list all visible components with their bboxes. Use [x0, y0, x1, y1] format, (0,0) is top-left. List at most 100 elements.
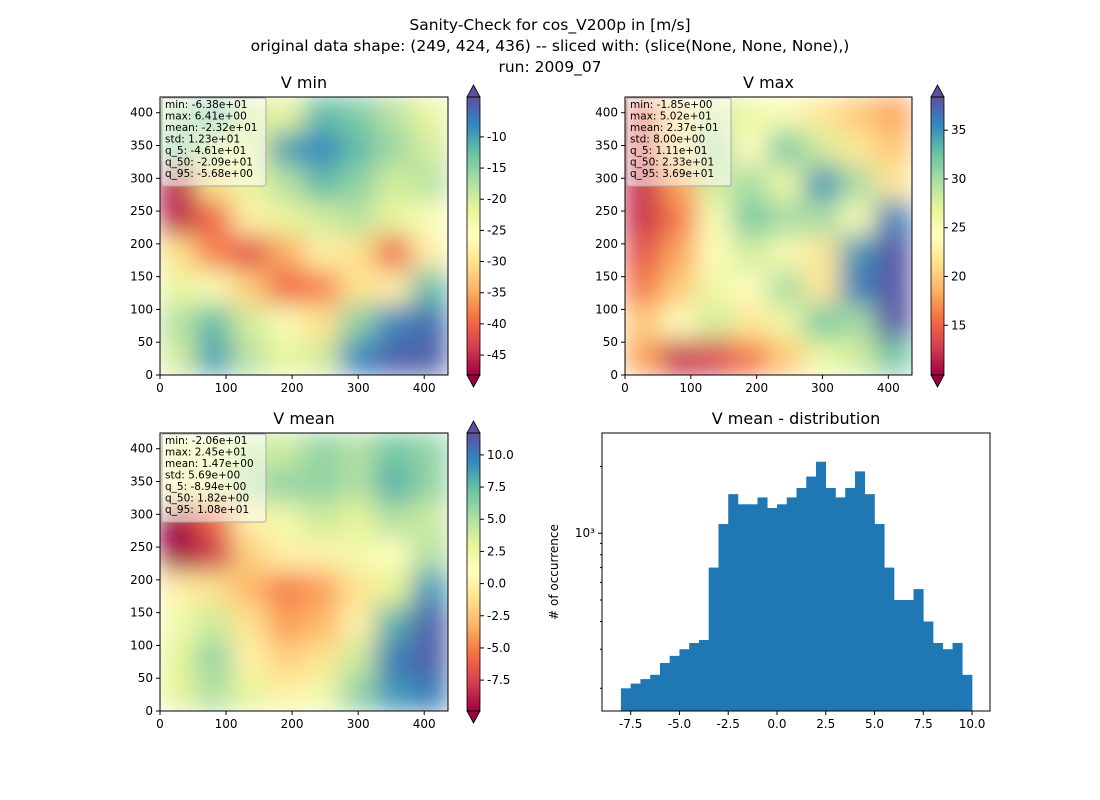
y-tick-label: 200	[130, 573, 153, 587]
heat-cell	[303, 606, 341, 642]
heat-cell	[339, 131, 377, 167]
heat-cell	[768, 339, 805, 375]
colorbar-tick-label: -45	[487, 348, 507, 362]
x-tick-label: 0	[156, 381, 164, 395]
heat-cell	[303, 200, 341, 237]
heat-cell	[160, 675, 197, 711]
heat-cell	[267, 305, 305, 341]
y-tick-label: 10³	[575, 526, 595, 540]
heat-cell	[267, 433, 305, 469]
axes-frame	[159, 432, 449, 712]
x-tick-label: 300	[811, 381, 834, 395]
heat-cell	[411, 641, 448, 677]
colorbar	[467, 433, 480, 711]
bar	[825, 487, 836, 711]
colorbar-extend	[466, 374, 481, 388]
heat-cell	[195, 235, 233, 272]
heat-cell	[875, 270, 912, 306]
heat-cell	[339, 270, 377, 306]
heat-cell	[267, 467, 305, 503]
colorbar-tick-label: 25	[951, 221, 966, 235]
bar	[894, 600, 905, 711]
heat-cell	[660, 235, 698, 272]
heat-cell	[411, 571, 448, 608]
heat-cell	[803, 200, 841, 237]
heat-cell	[267, 200, 305, 237]
y-tick-label: 100	[595, 302, 618, 316]
heat-cell	[195, 339, 233, 375]
heat-cell	[732, 200, 769, 237]
heat-cell	[231, 536, 269, 573]
bar	[845, 487, 856, 711]
stats-line: max: 2.45e+01	[165, 447, 247, 459]
heat-cell	[339, 536, 377, 573]
heat-cell	[303, 270, 341, 306]
colorbar-extend	[930, 84, 945, 98]
bar	[952, 643, 963, 711]
bar	[718, 524, 729, 711]
x-tick-label: 0.0	[767, 717, 786, 731]
heat-cell	[303, 97, 341, 133]
colorbar-tick-label: -25	[487, 223, 507, 237]
heat-cell	[303, 641, 341, 677]
heat-cell	[303, 166, 341, 202]
heat-cell	[267, 502, 305, 538]
heat-cell	[732, 235, 769, 272]
heat-cell	[768, 131, 805, 167]
colorbar-tick-label: 15	[951, 318, 966, 332]
heat-cell	[411, 467, 448, 503]
stats-line: q_95: 1.08e+01	[165, 504, 249, 516]
heat-cell	[267, 571, 305, 608]
heat-cell	[195, 305, 233, 341]
stats-line: q_95: 3.69e+01	[630, 168, 714, 180]
colorbar-tick-label: 35	[951, 123, 966, 137]
colorbar-frame	[466, 432, 481, 712]
heat-cell	[160, 235, 197, 272]
heat-cell	[839, 339, 877, 375]
colorbar-tick-label: 7.5	[487, 480, 506, 494]
x-tick-label: 2.5	[816, 717, 835, 731]
heat-cell	[839, 305, 877, 341]
stats-line: min: -6.38e+01	[165, 99, 247, 111]
x-tick-label: 200	[745, 381, 768, 395]
colorbar	[931, 97, 944, 375]
heat-cell	[195, 675, 233, 711]
heat-cell	[411, 200, 448, 237]
y-tick-label: 50	[138, 335, 153, 349]
heat-cell	[411, 502, 448, 538]
x-tick-label: 200	[281, 381, 304, 395]
stats-line: min: -1.85e+00	[630, 99, 712, 111]
stats-box	[626, 97, 732, 187]
heat-cell	[303, 571, 341, 608]
bar	[708, 567, 719, 711]
heat-cell	[339, 166, 377, 202]
heat-cell	[732, 166, 769, 202]
bar	[728, 494, 739, 711]
heat-cell	[303, 131, 341, 167]
heat-cell	[411, 606, 448, 642]
heat-cell	[768, 166, 805, 202]
bar	[913, 589, 924, 711]
heat-cell	[231, 200, 269, 237]
heat-cell	[803, 97, 841, 133]
x-tick-label: 300	[347, 717, 370, 731]
bar	[776, 504, 788, 711]
y-tick-label: 200	[595, 237, 618, 251]
heat-cell	[303, 433, 341, 469]
axes-frame	[624, 96, 913, 376]
x-tick-label: 100	[215, 717, 238, 731]
heat-cell	[339, 641, 377, 677]
heat-cell	[267, 97, 305, 133]
stats-line: q_95: -5.68e+00	[165, 168, 253, 180]
colorbar-tick-label: -35	[487, 286, 507, 300]
y-tick-label: 50	[138, 671, 153, 685]
axes-frame	[601, 432, 991, 712]
heat-cell	[339, 675, 377, 711]
heat-cell	[267, 235, 305, 272]
heat-cell	[195, 606, 233, 642]
subplot-title: V mean - distribution	[712, 409, 881, 428]
heat-cell	[803, 235, 841, 272]
heat-cell	[839, 131, 877, 167]
heat-cell	[411, 131, 448, 167]
heat-cell	[375, 467, 413, 503]
